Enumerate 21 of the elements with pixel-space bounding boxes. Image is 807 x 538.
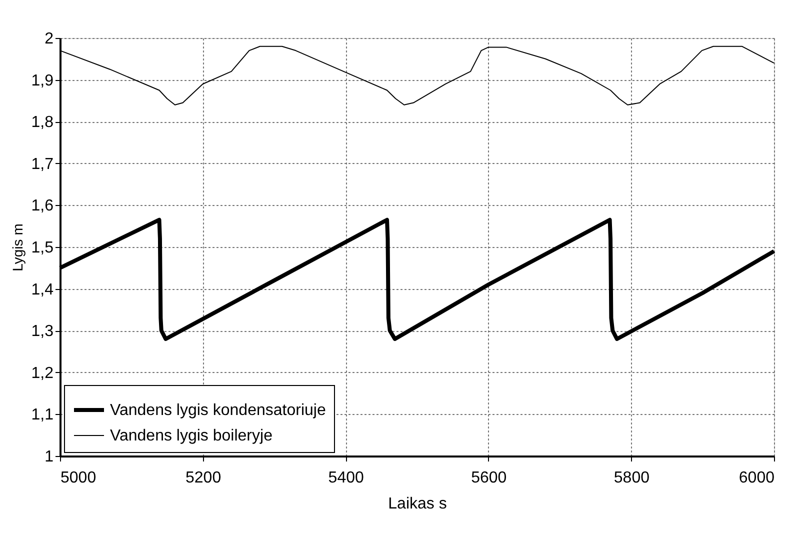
y-tick-label: 1,7 xyxy=(31,156,54,173)
y-tick-label: 1,1 xyxy=(31,406,54,424)
x-tick-label: 5000 xyxy=(60,470,96,486)
legend-label: Vandens lygis boileryje xyxy=(110,428,273,444)
y-tick-label: 1,9 xyxy=(31,72,54,90)
x-tick-label: 5200 xyxy=(186,470,222,486)
y-tick-label: 1,6 xyxy=(31,198,54,215)
y-tick-label: 2 xyxy=(44,30,54,48)
y-tick-label: 1,8 xyxy=(31,114,54,132)
legend-label: Vandens lygis kondensatoriuje xyxy=(110,402,326,419)
y-tick-label: 1,4 xyxy=(31,281,54,298)
x-tick-label: 5400 xyxy=(328,470,364,486)
x-tick-label: 6000 xyxy=(738,470,775,486)
y-tick-label: 1 xyxy=(44,448,54,466)
x-axis-title: Laikas s xyxy=(388,496,447,512)
y-tick-label: 1,3 xyxy=(31,323,54,340)
x-tick-label: 5600 xyxy=(471,470,507,486)
x-tick-label: 5800 xyxy=(614,470,650,486)
y-axis-title: Lygis m xyxy=(9,224,26,272)
y-tick-label: 1,2 xyxy=(31,364,54,382)
y-tick-label: 1,5 xyxy=(31,240,54,256)
